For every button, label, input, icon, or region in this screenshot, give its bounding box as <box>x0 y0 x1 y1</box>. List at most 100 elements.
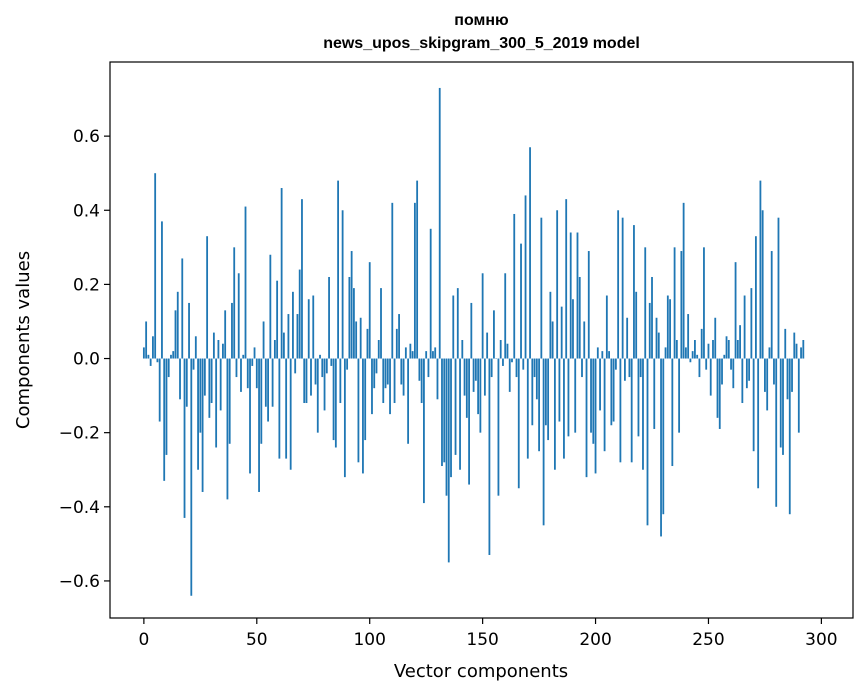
bar <box>511 359 513 363</box>
bar <box>181 258 183 358</box>
bar <box>638 359 640 437</box>
bar <box>518 359 520 489</box>
bar <box>450 359 452 478</box>
bar <box>477 359 479 415</box>
bar <box>245 207 247 359</box>
bar <box>714 318 716 359</box>
x-tick-label: 300 <box>805 630 837 650</box>
bar <box>394 359 396 403</box>
bar <box>595 359 597 474</box>
bar <box>590 359 592 433</box>
bar <box>364 359 366 441</box>
bar <box>391 203 393 359</box>
bar <box>543 359 545 526</box>
bar <box>330 359 332 366</box>
bar <box>157 359 159 363</box>
bar <box>775 359 777 507</box>
bar <box>274 340 276 359</box>
y-tick-label: 0.4 <box>73 201 100 221</box>
bar <box>303 359 305 403</box>
bar <box>556 210 558 358</box>
bar <box>396 329 398 359</box>
bar <box>644 247 646 358</box>
bar <box>685 347 687 358</box>
bar <box>249 359 251 474</box>
bar <box>606 296 608 359</box>
bar <box>242 355 244 359</box>
bar <box>789 359 791 515</box>
bar <box>464 359 466 396</box>
bar <box>538 359 540 452</box>
bar <box>432 351 434 358</box>
bar <box>143 347 145 358</box>
bar <box>227 359 229 500</box>
bar <box>484 359 486 396</box>
bar <box>665 347 667 358</box>
bar <box>197 359 199 470</box>
bar <box>461 340 463 359</box>
bar <box>563 359 565 459</box>
bar <box>288 314 290 358</box>
bar <box>527 359 529 459</box>
bar <box>671 359 673 466</box>
bar <box>166 359 168 455</box>
bar <box>640 359 642 378</box>
bar <box>468 359 470 485</box>
y-axis-label: Components values <box>13 251 34 429</box>
bar <box>414 203 416 359</box>
x-tick-label: 100 <box>353 630 385 650</box>
bar <box>705 359 707 370</box>
bar <box>220 359 222 411</box>
bar <box>199 359 201 433</box>
bar <box>351 251 353 358</box>
bar <box>195 336 197 358</box>
bar <box>312 296 314 359</box>
bar <box>516 359 518 378</box>
bar <box>577 233 579 359</box>
bar <box>283 333 285 359</box>
bar <box>367 329 369 359</box>
bar <box>475 359 477 381</box>
bar <box>662 359 664 515</box>
bar <box>371 359 373 415</box>
bar <box>231 303 233 359</box>
bar <box>710 359 712 396</box>
bar <box>647 359 649 526</box>
bar <box>737 340 739 359</box>
bar <box>163 359 165 481</box>
bar <box>723 355 725 359</box>
chart-title-model: news_upos_skipgram_300_5_2019 model <box>110 35 853 53</box>
bar <box>489 359 491 555</box>
y-tick-label: −0.6 <box>59 572 100 592</box>
bar <box>536 359 538 400</box>
bar <box>676 340 678 359</box>
bar <box>421 359 423 403</box>
bar <box>285 359 287 459</box>
bar <box>689 359 691 363</box>
bar <box>206 236 208 358</box>
y-tick-label: −0.4 <box>59 498 100 518</box>
y-tick-label: −0.2 <box>59 424 100 444</box>
bar <box>385 359 387 389</box>
bar <box>565 199 567 358</box>
bar <box>741 359 743 403</box>
bar <box>583 321 585 358</box>
bar <box>796 344 798 359</box>
bar <box>615 359 617 370</box>
bar <box>177 292 179 359</box>
bar <box>493 310 495 358</box>
bar <box>251 359 253 366</box>
bar <box>696 355 698 359</box>
bar <box>561 307 563 359</box>
axes-frame <box>110 62 853 618</box>
bar <box>735 262 737 358</box>
bar <box>626 318 628 359</box>
bar <box>780 359 782 448</box>
bar <box>613 359 615 422</box>
bar <box>405 347 407 358</box>
bar <box>204 359 206 396</box>
bar <box>692 351 694 358</box>
